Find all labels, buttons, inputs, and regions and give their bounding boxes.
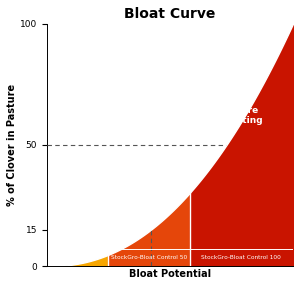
Text: Severe
Bloating: Severe Bloating <box>220 106 262 126</box>
Text: StockGro-Bloat Control 100: StockGro-Bloat Control 100 <box>201 255 281 260</box>
Y-axis label: % of Clover in Pasture: % of Clover in Pasture <box>7 84 17 206</box>
Text: Mild
Bloating: Mild Bloating <box>56 210 99 230</box>
Text: Noticeable
Bloating: Noticeable Bloating <box>122 188 176 208</box>
Text: StockGro-Bloat Control 50: StockGro-Bloat Control 50 <box>111 255 187 260</box>
Title: Bloat Curve: Bloat Curve <box>124 7 216 21</box>
X-axis label: Bloat Potential: Bloat Potential <box>129 269 211 279</box>
